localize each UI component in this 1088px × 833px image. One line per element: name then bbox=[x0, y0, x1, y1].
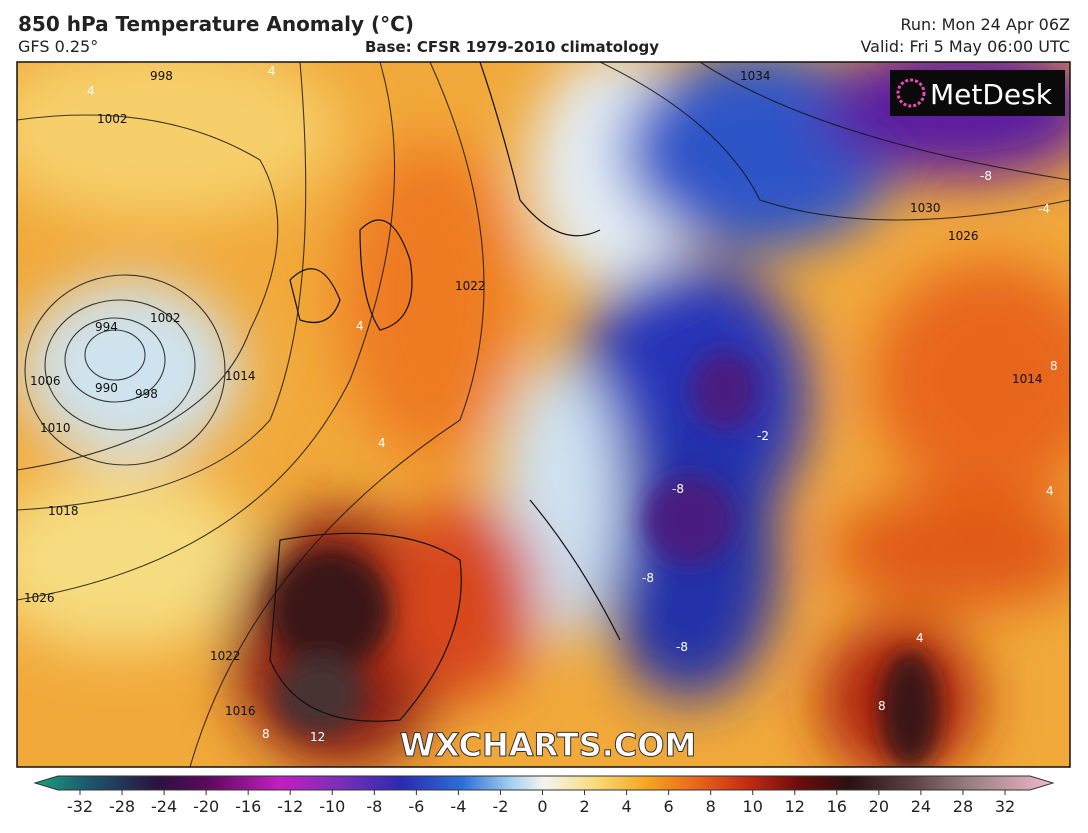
isobar-label: 994 bbox=[95, 320, 118, 334]
isobar-label: 1026 bbox=[948, 229, 979, 243]
anomaly-label: 8 bbox=[878, 699, 886, 713]
isobars bbox=[17, 62, 1070, 767]
anomaly-labels: 4 4 4 4 -8 -4 -2 -8 -8 -8 8 4 12 8 8 4 bbox=[87, 64, 1058, 744]
anomaly-label: 4 bbox=[356, 319, 364, 333]
model: GFS 0.25° bbox=[18, 37, 99, 56]
isobar-label: 1018 bbox=[48, 504, 79, 518]
isobar-label: 1026 bbox=[24, 591, 55, 605]
colorbar-tick-label: 2 bbox=[579, 797, 589, 816]
colorbar-tick-label: 12 bbox=[785, 797, 805, 816]
anomaly-label: 4 bbox=[916, 631, 924, 645]
isobar-label: 1034 bbox=[740, 69, 771, 83]
isobar-label: 1022 bbox=[455, 279, 486, 293]
title: 850 hPa Temperature Anomaly (°C) bbox=[18, 12, 414, 36]
logo-icon bbox=[896, 78, 926, 108]
isobar-label: 1030 bbox=[910, 201, 941, 215]
isobar-label: 1002 bbox=[150, 311, 181, 325]
colorbar-tick-label: -10 bbox=[319, 797, 345, 816]
colorbar-tick-label: 0 bbox=[537, 797, 547, 816]
anomaly-label: -8 bbox=[980, 169, 992, 183]
anomaly-label: -8 bbox=[642, 571, 654, 585]
logo-box bbox=[890, 70, 1065, 116]
colorbar-tick-label: 24 bbox=[911, 797, 931, 816]
anomaly-label: 4 bbox=[1046, 484, 1054, 498]
watermark: WXCHARTS.COM bbox=[400, 726, 697, 764]
anomaly-label: 4 bbox=[378, 436, 386, 450]
anomaly-label: 4 bbox=[268, 64, 276, 78]
colorbar-tick-label: 8 bbox=[706, 797, 716, 816]
map-frame bbox=[16, 61, 1071, 768]
colorbar: -32 -28 -24 -20 -16 -12 -10 -8 -6 -4 -2 0 2 4 6 8 10 12 16… bbox=[33, 775, 1055, 816]
colorbar-tick-label: -4 bbox=[450, 797, 466, 816]
isobar-label: 1010 bbox=[40, 421, 71, 435]
anomaly-label: -8 bbox=[676, 640, 688, 654]
anomaly-label: 8 bbox=[1050, 359, 1058, 373]
isobar-label: 990 bbox=[95, 381, 118, 395]
coastlines bbox=[269, 62, 621, 722]
colorbar-tick-label: 10 bbox=[743, 797, 763, 816]
colorbar-tick-label: 28 bbox=[953, 797, 973, 816]
map-field bbox=[17, 62, 1070, 767]
isobar-label: 1014 bbox=[1012, 372, 1043, 386]
anomaly-label: -4 bbox=[1038, 202, 1050, 216]
anomaly-label: 4 bbox=[87, 84, 95, 98]
anomaly-label: -2 bbox=[757, 429, 769, 443]
anomaly-label: 12 bbox=[310, 730, 325, 744]
colorbar-tick-label: -6 bbox=[408, 797, 424, 816]
colorbar-tick-label: -12 bbox=[277, 797, 303, 816]
isobar-label: 1022 bbox=[210, 649, 241, 663]
isobar-label: 1002 bbox=[97, 112, 128, 126]
base: Base: CFSR 1979-2010 climatology bbox=[365, 38, 660, 56]
colorbar-bar bbox=[33, 775, 1055, 791]
colorbar-tick-label: -28 bbox=[109, 797, 135, 816]
colorbar-tick-label: 4 bbox=[621, 797, 631, 816]
colorbar-tick-label: -32 bbox=[67, 797, 93, 816]
colorbar-tick-label: -24 bbox=[151, 797, 177, 816]
anomaly-label: -8 bbox=[672, 482, 684, 496]
anomaly-label: 8 bbox=[262, 727, 270, 741]
isobar-label: 998 bbox=[135, 387, 158, 401]
colorbar-tick-label: 32 bbox=[995, 797, 1015, 816]
isobar-label: 1006 bbox=[30, 374, 61, 388]
colorbar-tick-label: -20 bbox=[193, 797, 219, 816]
colorbar-tick-label: 6 bbox=[664, 797, 674, 816]
colorbar-tick-label: -8 bbox=[366, 797, 382, 816]
colorbar-tick-label: 16 bbox=[827, 797, 847, 816]
logo: MetDesk bbox=[930, 78, 1053, 111]
isobar-label: 1016 bbox=[225, 704, 256, 718]
colorbar-tick-label: -16 bbox=[235, 797, 261, 816]
colorbar-tick-label: 20 bbox=[869, 797, 889, 816]
colorbar-tick-label: -2 bbox=[492, 797, 508, 816]
isobar-label: 1014 bbox=[225, 369, 256, 383]
isobar-labels: 998 1002 994 1002 990 998 1006 1010 1014… bbox=[24, 69, 1043, 718]
run: Run: Mon 24 Apr 06Z bbox=[900, 15, 1070, 34]
isobar-label: 998 bbox=[150, 69, 173, 83]
valid: Valid: Fri 5 May 06:00 UTC bbox=[860, 37, 1070, 56]
